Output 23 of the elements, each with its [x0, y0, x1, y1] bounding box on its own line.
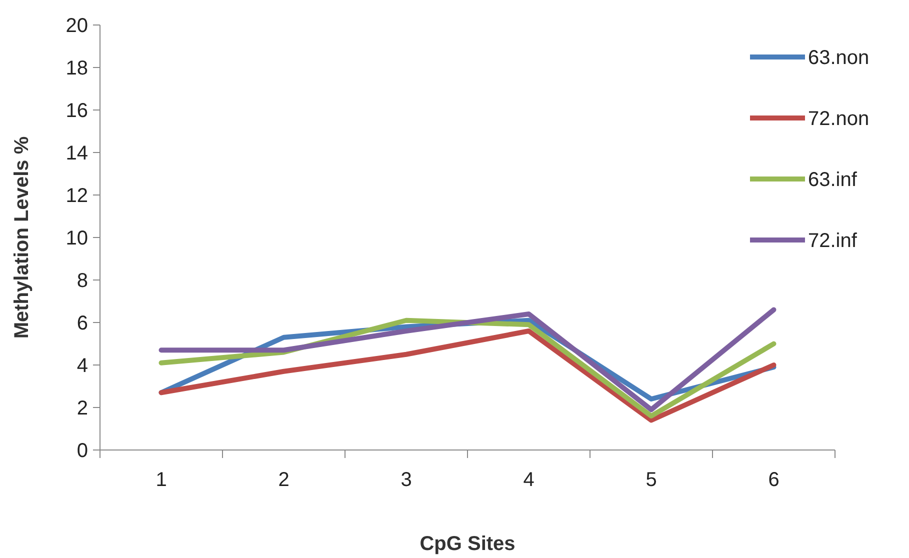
legend-label: 72.inf	[808, 230, 858, 252]
x-tick-label: 4	[523, 469, 534, 491]
x-tick-label: 1	[156, 469, 167, 491]
y-tick-label: 16	[66, 100, 88, 122]
x-axis-title: CpG Sites	[420, 533, 516, 555]
y-tick-label: 18	[66, 58, 88, 80]
y-tick-label: 8	[76, 270, 88, 292]
x-tick-label: 6	[768, 469, 780, 491]
y-tick-label: 4	[76, 355, 88, 377]
y-axis-title: Methylation Levels %	[11, 136, 33, 339]
y-tick-label: 0	[76, 440, 88, 462]
y-tick-label: 12	[66, 185, 88, 207]
legend-label: 63.inf	[808, 169, 858, 191]
y-tick-label: 10	[66, 228, 88, 250]
y-tick-label: 2	[76, 398, 88, 420]
legend-label: 72.non	[808, 108, 870, 130]
y-tick-label: 20	[66, 15, 88, 37]
y-tick-label: 14	[66, 142, 88, 164]
x-tick-label: 2	[278, 469, 290, 491]
x-tick-label: 3	[400, 469, 412, 491]
y-tick-label: 6	[76, 312, 88, 334]
x-tick-label: 5	[646, 469, 657, 491]
legend-label: 63.non	[808, 47, 870, 69]
